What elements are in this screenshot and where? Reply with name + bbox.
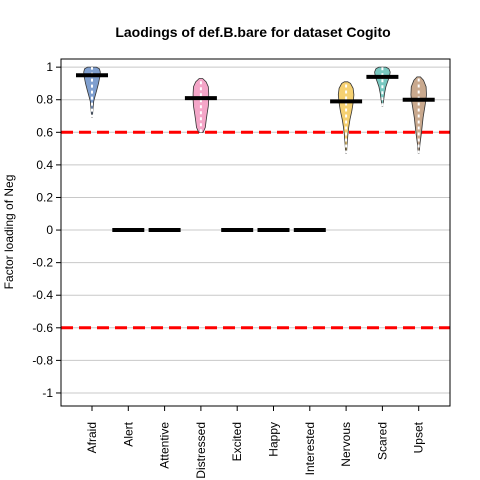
x-tick-label: Nervous (339, 422, 353, 467)
x-tick-label: Distressed (194, 422, 208, 479)
chart-title: Laodings of def.B.bare for dataset Cogit… (115, 24, 390, 40)
x-tick-label: Interested (303, 422, 317, 475)
y-tick-label: -0.6 (32, 321, 53, 335)
plot-frame (60, 58, 451, 407)
reference-lines (61, 130, 450, 330)
y-tick-label: -0.8 (32, 353, 53, 367)
x-tick-label: Attentive (158, 422, 172, 469)
y-tick-label: 0.8 (36, 93, 53, 107)
y-tick-label: 0.2 (36, 190, 53, 204)
x-tick-label: Excited (230, 422, 244, 461)
median-bars (76, 73, 435, 233)
x-tick-label: Upset (412, 421, 426, 453)
y-tick-label: 0 (46, 223, 53, 237)
x-tick-label: Scared (375, 422, 389, 460)
x-axis: Afraid Alert Attentive Distressed Excited Hap… (85, 406, 426, 479)
y-tick-label: -1 (42, 386, 53, 400)
y-tick-label: -0.2 (32, 256, 53, 270)
x-tick-label: Happy (267, 422, 281, 457)
y-axis: 1 0.8 0.6 0.4 0.2 0 -0.2 -0.4 -0.6 -0.8 -1 (32, 60, 61, 400)
y-tick-label: -0.4 (32, 288, 53, 302)
y-tick-label: 1 (46, 60, 53, 74)
x-tick-label: Alert (121, 421, 135, 446)
y-tick-label: 0.4 (36, 158, 53, 172)
y-axis-title: Factor loading of Neg (2, 175, 16, 290)
x-tick-label: Afraid (85, 422, 99, 453)
violins (83, 66, 427, 154)
y-tick-label: 0.6 (36, 125, 53, 139)
